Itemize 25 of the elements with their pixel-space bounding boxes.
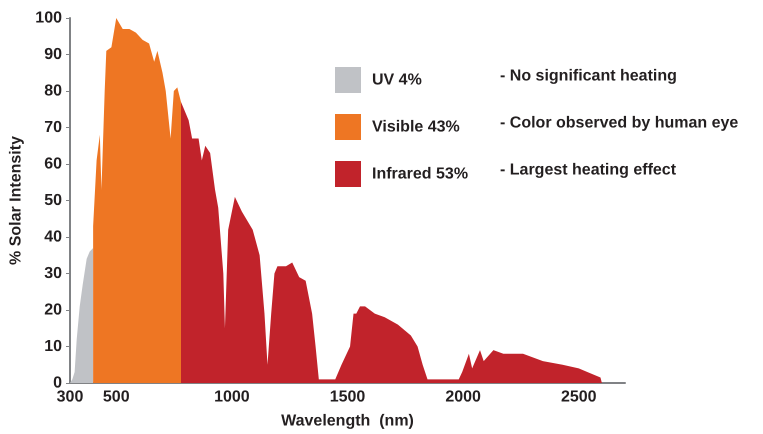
annotation: - Color observed by human eye [500, 114, 738, 132]
y-tick-label: 10 [44, 338, 62, 355]
y-tick-label: 40 [44, 228, 62, 246]
x-tick-label: 1000 [214, 388, 250, 406]
x-tick-label: 300 [56, 388, 84, 406]
y-tick-label: 0 [53, 374, 62, 392]
y-tick-label: 30 [44, 265, 62, 282]
y-tick-label: 50 [44, 192, 62, 209]
legend-label: UV 4% [372, 72, 422, 88]
y-tick-label: 60 [44, 156, 62, 172]
x-tick-label: 500 [102, 388, 130, 406]
y-tick-label: 90 [44, 46, 62, 63]
annotation: - Largest heating effect [500, 162, 677, 178]
annotation: - No significant heating [500, 68, 677, 84]
y-tick-label: 20 [44, 302, 62, 318]
x-tick-label: 2500 [560, 388, 597, 406]
x-tick-label: 1500 [330, 388, 366, 406]
x-axis-title: Wavelength (nm) [281, 412, 414, 430]
x-tick-label: 2000 [445, 388, 482, 406]
y-tick-label: 80 [44, 82, 62, 100]
y-axis-title: % Solar Intensity [8, 136, 24, 265]
legend-label: Visible 43% [372, 118, 460, 136]
y-tick-label: 70 [44, 119, 62, 136]
legend-label: Infrared 53% [372, 166, 468, 182]
y-tick-label: 100 [35, 10, 62, 26]
